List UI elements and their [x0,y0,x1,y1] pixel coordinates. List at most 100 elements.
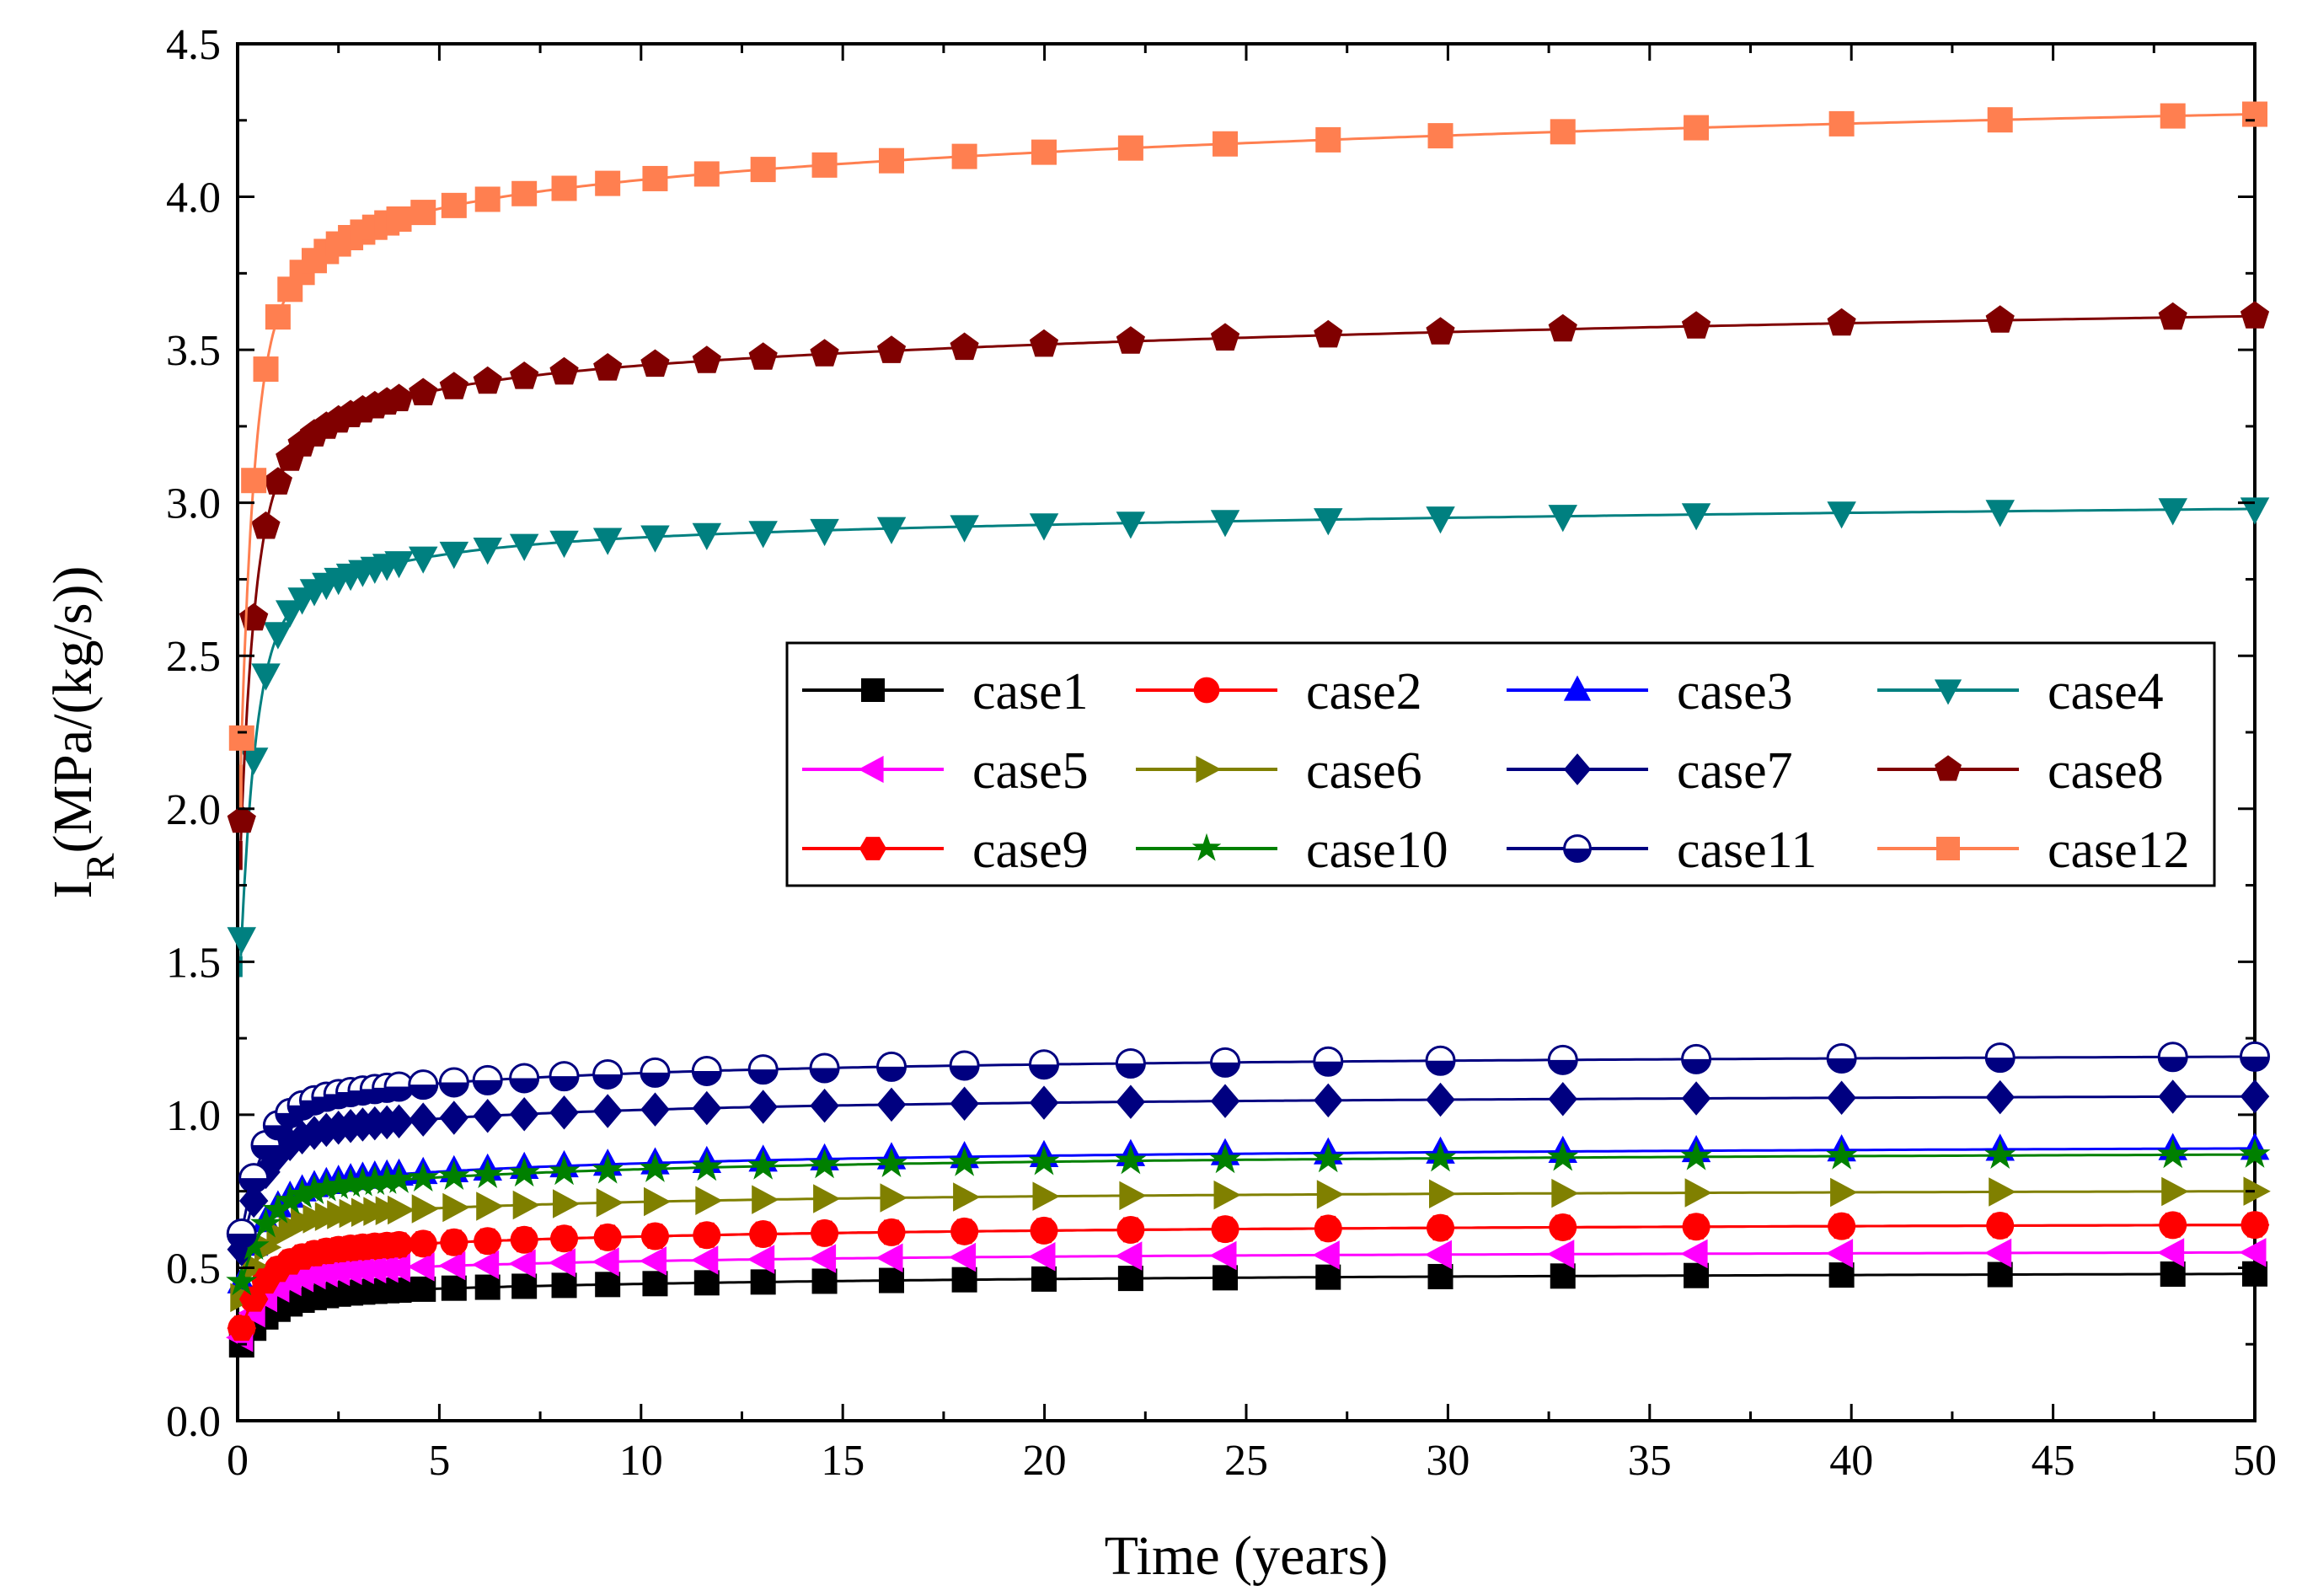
y-axis-title-subscript: R [78,853,123,880]
data-point [1551,1178,1579,1208]
data-point [251,511,281,539]
data-point [1029,1085,1059,1120]
data-point [858,755,884,784]
series-case9 [227,1212,2270,1342]
data-point [2161,1176,2189,1207]
data-point [1427,123,1453,149]
legend-label: case11 [1677,822,1817,879]
data-point [2160,103,2186,129]
data-point [286,1178,319,1208]
data-point [1548,313,1577,342]
data-point [238,1229,270,1260]
data-point [953,1182,981,1212]
data-point [239,603,269,631]
data-point [1116,1217,1146,1243]
data-point [472,1064,503,1095]
data-point [595,170,621,196]
legend: case1 case2 case3 case4 case5 case6 case7 case8… [785,641,2216,887]
legend-item-case9: case9 [802,822,1089,879]
data-point [298,1174,330,1204]
data-point [551,1272,577,1299]
data-point [1312,1240,1340,1270]
data-point [1429,1179,1457,1208]
series-case6 [230,1176,2271,1313]
data-point [1031,1266,1057,1292]
data-point [691,1151,723,1181]
data-point [948,1242,977,1272]
data-point [384,383,414,411]
data-point [1826,1139,1858,1170]
data-point [1935,755,1962,781]
data-point [409,1231,438,1256]
legend-item-case11: case11 [1507,822,1817,879]
data-point [238,1183,269,1218]
data-point [472,1158,504,1188]
legend-label: case3 [1677,663,1793,720]
y-axis-title-rest: (MPa/(kg/s)) [42,566,104,854]
data-point [384,1232,414,1258]
x-tick-label: 40 [1829,1437,1873,1485]
data-point [592,1247,619,1277]
data-point [410,200,436,226]
data-point [2240,1079,2270,1114]
data-point [238,747,269,775]
x-tick-label: 10 [619,1437,663,1485]
data-point [549,1155,581,1186]
series-case5 [226,1238,2267,1352]
data-point [950,1218,979,1245]
data-point [549,1095,579,1130]
y-tick-label: 3.5 [166,327,221,375]
data-point [335,1167,367,1197]
data-point [383,1163,415,1193]
data-point [1313,1046,1344,1077]
data-point [438,1251,466,1281]
data-point [439,1229,469,1256]
data-point [1548,1214,1577,1240]
data-point [859,837,887,860]
data-point [548,1248,576,1277]
data-point [2240,1212,2270,1238]
data-point [1314,1083,1343,1118]
data-point [691,1245,719,1275]
y-tick-label: 0.5 [166,1245,221,1293]
data-point [876,517,907,544]
data-point [949,1050,980,1081]
data-point [2158,498,2187,526]
data-point [639,1152,671,1182]
data-point [238,1163,270,1194]
data-point [693,161,720,187]
data-point [640,349,670,378]
data-point [473,1099,502,1133]
data-point [549,530,579,559]
data-point [2243,1176,2271,1206]
data-point [1828,1262,1855,1288]
data-point [438,1160,470,1190]
data-point [1547,1044,1578,1075]
data-point [553,1189,581,1218]
data-point [809,1149,841,1179]
x-tick-label: 15 [821,1437,865,1485]
data-point [695,1186,723,1215]
data-point [287,1120,317,1154]
data-point [1680,1140,1712,1170]
data-point [640,1057,671,1088]
data-point [441,1275,467,1301]
data-point [227,1315,256,1342]
data-point [509,1063,540,1094]
data-point [1563,675,1592,701]
data-point [253,356,279,383]
data-point [876,1087,907,1122]
data-point [692,1222,722,1248]
data-point [1209,1143,1241,1174]
data-point [592,528,623,555]
data-point [2158,302,2187,330]
data-point [226,1218,257,1249]
y-axis-title-main: I [42,881,104,899]
data-point [442,1192,470,1223]
data-point [592,1058,624,1090]
series-case11 [226,1041,2270,1249]
data-point [747,1054,779,1085]
data-point [322,1256,351,1287]
data-point [810,1088,839,1123]
data-point [439,372,468,399]
